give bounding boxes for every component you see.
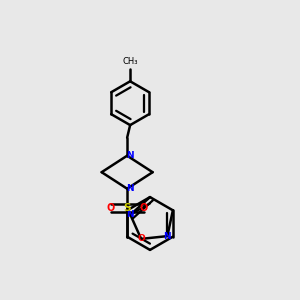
Text: CH₃: CH₃ — [122, 57, 138, 66]
Text: N: N — [126, 151, 133, 160]
Text: O: O — [106, 203, 115, 213]
Text: O: O — [140, 203, 148, 213]
Text: S: S — [123, 203, 131, 213]
Text: N: N — [164, 232, 171, 241]
Text: N: N — [126, 184, 133, 193]
Text: N: N — [127, 210, 134, 219]
Text: O: O — [137, 234, 145, 243]
